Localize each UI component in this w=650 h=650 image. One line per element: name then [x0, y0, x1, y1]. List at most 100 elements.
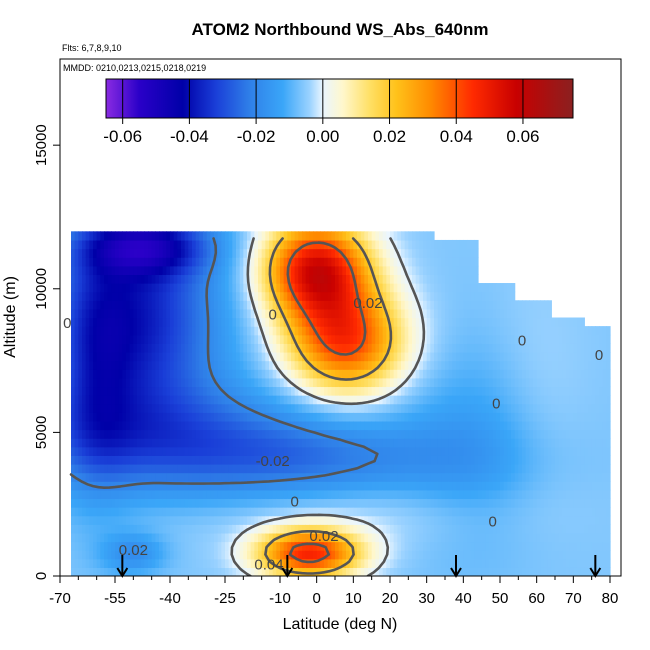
heatmap-cell: [481, 515, 486, 525]
heatmap-cell: [129, 558, 134, 568]
heatmap-cell: [96, 489, 101, 500]
heatmap-cell: [96, 412, 101, 422]
heatmap-cell: [401, 343, 406, 353]
heatmap-cell: [162, 403, 167, 413]
heatmap-cell: [254, 420, 259, 431]
heatmap-cell: [492, 369, 497, 379]
heatmap-cell: [445, 550, 450, 560]
heatmap-cell: [324, 334, 329, 344]
heatmap-cell: [170, 326, 175, 336]
heatmap-cell: [170, 274, 175, 284]
heatmap-cell: [144, 283, 149, 293]
heatmap-cell: [324, 351, 329, 362]
heatmap-cell: [309, 377, 314, 388]
heatmap-cell: [82, 567, 87, 576]
heatmap-cell: [349, 377, 354, 388]
heatmap-cell: [327, 291, 332, 301]
heatmap-cell: [294, 438, 299, 448]
heatmap-cell: [177, 567, 182, 576]
heatmap-cell: [192, 239, 197, 250]
heatmap-cell: [368, 377, 373, 388]
heatmap-cell: [393, 481, 398, 491]
heatmap-cell: [221, 283, 226, 293]
heatmap-cell: [155, 515, 160, 525]
heatmap-cell: [511, 558, 516, 568]
heatmap-cell: [533, 360, 538, 370]
heatmap-cell: [74, 420, 79, 431]
heatmap-cell: [162, 360, 167, 370]
heatmap-cell: [485, 317, 490, 327]
heatmap-cell: [353, 472, 358, 482]
heatmap-cell: [368, 334, 373, 344]
heatmap-cell: [82, 446, 87, 456]
heatmap-cell: [518, 412, 523, 422]
heatmap-cell: [203, 507, 208, 517]
heatmap-cell: [320, 386, 325, 396]
heatmap-cell: [210, 360, 215, 370]
heatmap-cell: [74, 369, 79, 379]
heatmap-cell: [540, 550, 545, 560]
heatmap-cell: [503, 351, 508, 362]
heatmap-cell: [133, 369, 138, 379]
heatmap-cell: [525, 420, 530, 431]
heatmap-cell: [151, 386, 156, 396]
heatmap-cell: [144, 369, 149, 379]
heatmap-cell: [74, 524, 79, 534]
heatmap-cell: [342, 524, 347, 534]
heatmap-cell: [199, 489, 204, 500]
heatmap-cell: [364, 386, 369, 396]
heatmap-cell: [89, 343, 94, 353]
heatmap-cell: [346, 429, 351, 439]
heatmap-cell: [423, 291, 428, 301]
heatmap-cell: [514, 472, 519, 482]
heatmap-cell: [478, 524, 483, 534]
heatmap-cell: [331, 300, 336, 310]
heatmap-cell: [283, 438, 288, 448]
heatmap-cell: [93, 420, 98, 431]
heatmap-cell: [522, 489, 527, 500]
heatmap-cell: [100, 550, 105, 560]
heatmap-cell: [214, 412, 219, 422]
heatmap-cell: [129, 463, 134, 474]
heatmap-cell: [203, 343, 208, 353]
heatmap-cell: [507, 489, 512, 500]
heatmap-cell: [342, 334, 347, 344]
heatmap-cell: [247, 300, 252, 310]
heatmap-cell: [404, 334, 409, 344]
heatmap-cell: [503, 291, 508, 301]
heatmap-cell: [463, 567, 468, 576]
heatmap-cell: [232, 351, 237, 362]
heatmap-cell: [375, 463, 380, 474]
heatmap-cell: [294, 274, 299, 284]
heatmap-cell: [324, 265, 329, 276]
heatmap-cell: [155, 412, 160, 422]
heatmap-cell: [162, 231, 167, 241]
heatmap-cell: [360, 550, 365, 560]
heatmap-cell: [144, 412, 149, 422]
heatmap-cell: [173, 395, 178, 405]
heatmap-cell: [173, 472, 178, 482]
heatmap-cell: [503, 429, 508, 439]
heatmap-cell: [316, 300, 321, 310]
heatmap-cell: [511, 472, 516, 482]
heatmap-cell: [533, 498, 538, 508]
heatmap-cell: [522, 567, 527, 576]
heatmap-cell: [247, 507, 252, 517]
heatmap-cell: [254, 386, 259, 396]
heatmap-cell: [529, 300, 534, 310]
heatmap-cell: [199, 438, 204, 448]
heatmap-cell: [430, 377, 435, 388]
heatmap-cell: [159, 291, 164, 301]
heatmap-cell: [258, 541, 263, 551]
heatmap-cell: [195, 386, 200, 396]
heatmap-cell: [492, 300, 497, 310]
heatmap-cell: [115, 489, 120, 500]
heatmap-cell: [430, 265, 435, 276]
heatmap-cell: [258, 567, 263, 576]
heatmap-cell: [276, 524, 281, 534]
heatmap-cell: [470, 498, 475, 508]
heatmap-cell: [294, 403, 299, 413]
heatmap-cell: [536, 532, 541, 543]
heatmap-cell: [349, 446, 354, 456]
heatmap-cell: [434, 524, 439, 534]
